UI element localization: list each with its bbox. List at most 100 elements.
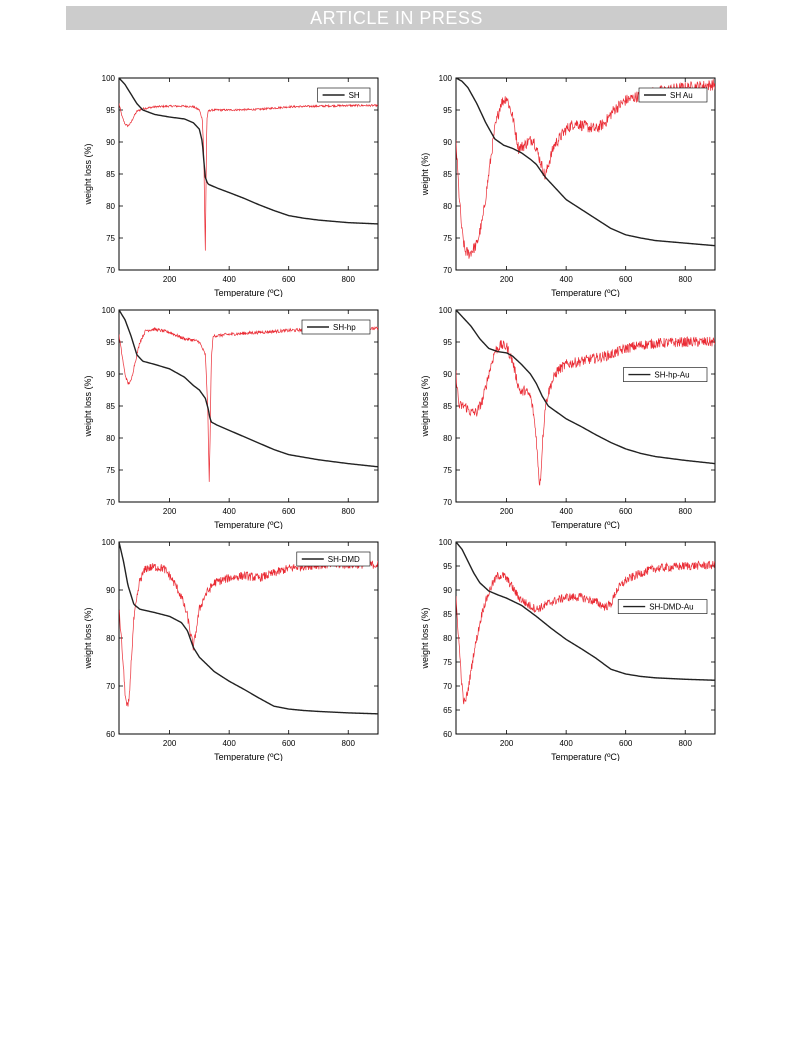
y-tick-label: 60 — [443, 730, 452, 739]
y-tick-label: 75 — [443, 658, 452, 667]
y-tick-label: 100 — [102, 538, 116, 547]
tga-curve — [119, 78, 378, 225]
dtg-curve — [119, 326, 378, 482]
x-tick-label: 800 — [679, 275, 693, 284]
x-tick-label: 200 — [163, 275, 177, 284]
chart-svg: 200 400 600 800 60 65 70 75 80 85 90 95 100 Temperatu… — [420, 538, 716, 762]
chart-svg: 200 400 600 800 70 75 80 85 90 95 100 Temperature (… — [420, 306, 716, 530]
y-tick-label: 85 — [443, 402, 452, 411]
tga-curve — [119, 310, 378, 468]
legend-label: SH Au — [670, 91, 693, 100]
y-tick-label: 95 — [443, 106, 452, 115]
y-tick-label: 100 — [439, 538, 453, 547]
x-tick-label: 400 — [222, 507, 236, 516]
plot-frame — [455, 541, 716, 735]
y-tick-label: 100 — [439, 74, 453, 83]
chart-panel-sh-hp-au: 200 400 600 800 70 75 80 85 90 95 100 Temperature (… — [410, 304, 720, 534]
y-axis-label: weight (%) — [420, 153, 430, 197]
y-tick-label: 100 — [102, 74, 116, 83]
y-tick-label: 85 — [106, 402, 115, 411]
x-axis-label: Temperature (ºC) — [214, 520, 283, 529]
y-tick-label: 90 — [443, 370, 452, 379]
plot-area — [456, 310, 715, 486]
y-tick-label: 90 — [443, 586, 452, 595]
dtg-curve — [119, 103, 378, 251]
y-tick-label: 70 — [443, 498, 452, 507]
y-tick-label: 100 — [102, 306, 116, 315]
y-tick-label: 75 — [443, 234, 452, 243]
y-tick-label: 80 — [443, 634, 452, 643]
legend-label: SH-hp — [333, 323, 356, 332]
y-tick-label: 85 — [106, 170, 115, 179]
y-tick-label: 90 — [106, 138, 115, 147]
x-tick-label: 400 — [559, 275, 573, 284]
y-tick-label: 95 — [443, 562, 452, 571]
x-axis-label: Temperature (ºC) — [214, 752, 283, 761]
dtg-curve — [456, 560, 715, 705]
y-tick-label: 80 — [106, 634, 115, 643]
x-tick-label: 800 — [342, 507, 356, 516]
tga-curve — [456, 310, 715, 465]
plot-frame — [118, 309, 379, 503]
x-tick-label: 600 — [619, 739, 633, 748]
chart-panel-sh-dmd: 200 400 600 800 60 70 80 90 100 Temperature (ºC) w… — [73, 536, 383, 766]
y-tick-label: 70 — [443, 682, 452, 691]
legend-label: SH-DMD-Au — [649, 603, 693, 612]
x-tick-label: 200 — [500, 739, 514, 748]
x-axis-label: Temperature (ºC) — [214, 288, 283, 297]
x-tick-label: 600 — [619, 275, 633, 284]
tga-curve — [456, 542, 715, 681]
y-tick-label: 80 — [443, 202, 452, 211]
legend-label: SH-hp-Au — [654, 371, 689, 380]
x-tick-label: 600 — [282, 275, 296, 284]
x-tick-label: 400 — [222, 275, 236, 284]
x-axis-label: Temperature (ºC) — [551, 752, 620, 761]
plot-area — [119, 78, 378, 251]
y-tick-label: 80 — [106, 202, 115, 211]
x-tick-label: 200 — [163, 739, 177, 748]
legend-box — [638, 87, 708, 103]
x-tick-label: 800 — [342, 275, 356, 284]
x-tick-label: 200 — [500, 275, 514, 284]
x-tick-label: 800 — [679, 507, 693, 516]
x-tick-label: 600 — [619, 507, 633, 516]
plot-frame — [118, 541, 379, 735]
plot-area — [456, 78, 715, 259]
dtg-curve — [119, 560, 378, 707]
x-tick-label: 400 — [222, 739, 236, 748]
y-tick-label: 70 — [106, 498, 115, 507]
y-tick-label: 95 — [106, 106, 115, 115]
y-axis-label: weight loss (%) — [83, 375, 93, 437]
chart-panel-sh: 200 400 600 800 70 75 80 85 90 95 100 Temperature (… — [73, 72, 383, 302]
chart-panel-sh-hp: 200 400 600 800 70 75 80 85 90 95 100 Temperature (… — [73, 304, 383, 534]
legend-label: SH-DMD — [328, 555, 360, 564]
chart-svg: 200 400 600 800 60 70 80 90 100 Temperature (ºC) w… — [83, 538, 379, 762]
x-tick-label: 400 — [559, 507, 573, 516]
y-tick-label: 90 — [443, 138, 452, 147]
y-tick-label: 70 — [106, 682, 115, 691]
chart-svg: 200 400 600 800 70 75 80 85 90 95 100 Temperature (… — [420, 74, 716, 298]
y-tick-label: 75 — [106, 234, 115, 243]
plot-area — [119, 542, 378, 715]
y-tick-label: 100 — [439, 306, 453, 315]
y-tick-label: 80 — [106, 434, 115, 443]
x-tick-label: 600 — [282, 739, 296, 748]
chart-svg: 200 400 600 800 70 75 80 85 90 95 100 Temperature (… — [83, 74, 379, 298]
legend-box — [623, 367, 708, 382]
y-tick-label: 85 — [443, 170, 452, 179]
article-in-press-banner: ARTICLE IN PRESS — [66, 6, 727, 30]
legend-box — [301, 319, 371, 335]
chart-panel-sh-au: 200 400 600 800 70 75 80 85 90 95 100 Temperature (… — [410, 72, 720, 302]
y-tick-label: 85 — [443, 610, 452, 619]
chart-panel-sh-dmd-au: 200 400 600 800 60 65 70 75 80 85 90 95 100 Temperatu… — [410, 536, 720, 766]
x-tick-label: 800 — [342, 739, 356, 748]
y-axis-label: weight loss (%) — [420, 375, 430, 437]
x-tick-label: 200 — [163, 507, 177, 516]
x-tick-label: 600 — [282, 507, 296, 516]
y-axis-label: weight loss (%) — [83, 143, 93, 205]
y-tick-label: 95 — [106, 338, 115, 347]
x-tick-label: 800 — [679, 739, 693, 748]
legend-label: SH — [349, 91, 360, 100]
chart-svg: 200 400 600 800 70 75 80 85 90 95 100 Temperature (… — [83, 306, 379, 530]
y-tick-label: 95 — [443, 338, 452, 347]
